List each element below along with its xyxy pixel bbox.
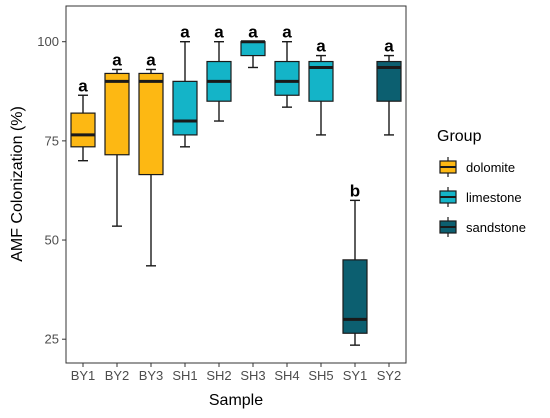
iqr-box — [70, 112, 96, 148]
iqr-box — [104, 72, 130, 156]
box-sy2: a — [376, 37, 402, 136]
x-tick-label: SY1 — [343, 368, 368, 383]
y-tick-label: 75 — [45, 133, 59, 148]
significance-letter: a — [282, 23, 292, 42]
y-tick-label: 25 — [45, 332, 59, 347]
x-tick-label: BY3 — [139, 368, 164, 383]
legend: Group dolomite limestone sandstone — [437, 128, 526, 237]
legend-item-sandstone: sandstone — [438, 217, 526, 237]
x-tick-label: BY1 — [71, 368, 96, 383]
significance-letter: b — [350, 181, 360, 200]
box-series: a a a a a a a a b a — [70, 23, 402, 346]
x-tick-label: BY2 — [105, 368, 130, 383]
x-axis: BY1 BY2 BY3 SH1 SH2 SH3 SH4 SH5 SY1 SY2 — [71, 363, 402, 383]
significance-letter: a — [180, 23, 190, 42]
y-axis-title: AMF Colonization (%) — [9, 106, 26, 262]
legend-label: sandstone — [466, 220, 526, 235]
iqr-box — [274, 60, 300, 96]
box-sh1: a — [172, 23, 198, 148]
iqr-box — [138, 72, 164, 176]
y-tick-label: 50 — [45, 233, 59, 248]
box-sh3: a — [240, 23, 266, 69]
significance-letter: a — [248, 23, 258, 42]
box-sh2: a — [206, 23, 232, 122]
x-axis-title: Sample — [209, 392, 263, 409]
x-tick-label: SH5 — [308, 368, 333, 383]
box-by3: a — [138, 50, 164, 267]
x-tick-label: SY2 — [377, 368, 402, 383]
legend-label: limestone — [466, 190, 522, 205]
iqr-box — [240, 41, 266, 57]
significance-letter: a — [214, 23, 224, 42]
y-tick-label: 100 — [37, 34, 59, 49]
x-tick-label: SH2 — [206, 368, 231, 383]
iqr-box — [172, 80, 198, 136]
box-sy1: b — [342, 181, 368, 346]
legend-title: Group — [437, 128, 482, 145]
significance-letter: a — [146, 50, 156, 69]
x-tick-label: SH3 — [240, 368, 265, 383]
box-sh5: a — [308, 37, 334, 136]
y-axis: 25 50 75 100 — [37, 34, 66, 347]
legend-item-limestone: limestone — [438, 187, 522, 207]
iqr-box — [342, 259, 368, 334]
box-sh4: a — [274, 23, 300, 108]
box-by2: a — [104, 50, 130, 227]
significance-letter: a — [316, 37, 326, 56]
significance-letter: a — [78, 76, 88, 95]
x-tick-label: SH1 — [172, 368, 197, 383]
legend-item-dolomite: dolomite — [438, 157, 515, 177]
significance-letter: a — [112, 50, 122, 69]
box-by1: a — [70, 76, 96, 162]
legend-label: dolomite — [466, 160, 515, 175]
significance-letter: a — [384, 37, 394, 56]
x-tick-label: SH4 — [274, 368, 299, 383]
